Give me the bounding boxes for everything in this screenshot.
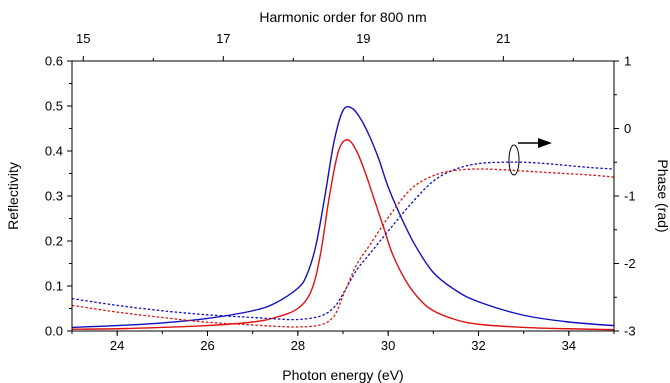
series-layer [71,106,615,331]
x-tick-label: 28 [291,338,305,353]
reflectivity-line-red [71,139,615,331]
arrow-right-icon [538,138,552,148]
y-axis-title: Reflectivity [5,162,21,230]
y-tick-label: 0.1 [45,279,63,294]
x-tick-label: 34 [562,338,576,353]
x2-tick-label: 15 [76,31,90,46]
x-axis-title: Photon energy (eV) [282,367,403,383]
y-tick-label: 0.5 [45,99,63,114]
x-tick-label: 26 [200,338,214,353]
y-tick-label: 0.0 [45,324,63,339]
reflectivity-line-blue [71,106,615,329]
indicator-ellipse [508,144,520,176]
y-tick-label: 0.4 [45,144,63,159]
x-tick-label: 32 [471,338,485,353]
x-tick-label: 24 [110,338,124,353]
y-tick-label: 0.3 [45,189,63,204]
y2-tick-label: -3 [624,324,636,339]
y-tick-label: 0.6 [45,54,63,69]
x2-tick-label: 19 [356,31,370,46]
y2-tick-label: 1 [624,54,631,69]
y2-tick-label: -2 [624,256,636,271]
phase-line-red [71,168,615,328]
axes-layer: 24 26 28 30 32 34 15 17 19 21 0.0 0.1 0.2 0.3 0.4 0.5 0.… [45,31,636,353]
y2-tick-label: -1 [624,189,636,204]
x2-tick-label: 21 [496,31,510,46]
x-tick-label: 30 [381,338,395,353]
y2-tick-label: 0 [624,121,631,136]
y-tick-label: 0.2 [45,234,63,249]
x2-tick-label: 17 [216,31,230,46]
phase-line-blue [71,161,615,321]
right-axis-title: Phase (rad) [655,159,670,232]
phase-axis-indicator [508,138,552,176]
top-axis-title: Harmonic order for 800 nm [259,9,426,25]
